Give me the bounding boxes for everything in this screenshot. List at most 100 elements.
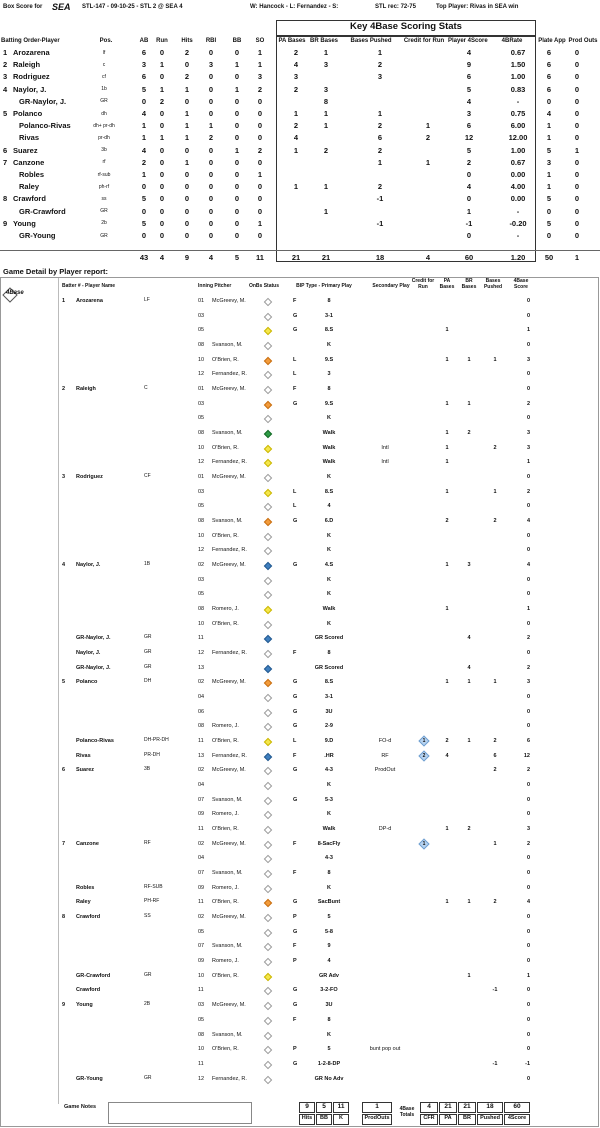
detail-inning: 01 <box>198 298 205 304</box>
detail-pa-bases: 4 <box>445 752 449 759</box>
box-player-name: Raley <box>19 182 40 192</box>
detail-player-pos: LF <box>144 297 150 303</box>
box-cell-rate: 0.75 <box>510 109 526 118</box>
batting-order-number: 5 <box>3 109 8 118</box>
box-col-header: Plate App <box>538 38 566 44</box>
box-player-name: Arozarena <box>13 48 50 57</box>
detail-col-header: Credit for Run <box>411 278 435 290</box>
label-bb: BB <box>316 1114 332 1125</box>
box-cell-rbi: 0 <box>208 170 214 179</box>
detail-pa-bases: 1 <box>445 327 449 334</box>
detail-inning: 05 <box>198 1016 205 1023</box>
box-cell-h: 2 <box>184 72 190 82</box>
box-total-bp: 18 <box>375 253 385 262</box>
detail-inning: 03 <box>198 576 205 583</box>
box-cell-so: 0 <box>257 182 263 192</box>
detail-primary-play: 5-3 <box>325 796 333 803</box>
box-cell-rate: 0.00 <box>510 170 526 179</box>
box-cell-pa: 4 <box>293 133 299 143</box>
detail-pa-bases: 2 <box>445 518 449 525</box>
detail-inning: 05 <box>198 327 205 334</box>
detail-inning: 06 <box>198 708 205 715</box>
box-cell-ab: 4 <box>141 145 147 155</box>
box-cell-br: 1 <box>323 109 329 118</box>
detail-inning: 04 <box>198 694 205 701</box>
box-cell-so: 0 <box>257 133 263 143</box>
detail-primary-play: K <box>327 1031 331 1038</box>
detail-player-pos: GR <box>144 649 152 656</box>
box-cell-app: 4 <box>546 109 552 118</box>
detail-4base-score: 0 <box>526 386 530 393</box>
box-cell-app: 6 <box>546 84 552 94</box>
detail-br-bases: 1 <box>467 400 471 407</box>
box-cell-r: 0 <box>159 109 165 118</box>
detail-4base-score: 0 <box>526 958 530 965</box>
detail-player-name: Arozarena <box>76 298 103 304</box>
box-cell-ab: 6 <box>141 48 147 57</box>
detail-batter-number: 7 <box>62 840 66 847</box>
detail-primary-play: K <box>327 576 331 583</box>
detail-col-header: BR Bases <box>461 278 477 290</box>
game-notes-field[interactable] <box>108 1102 252 1124</box>
detail-player-name: Young <box>76 1002 93 1009</box>
box-cell-bb: 0 <box>234 48 240 57</box>
detail-player-name: Robles <box>76 884 95 891</box>
detail-pitcher: O'Brien, R. <box>212 532 239 539</box>
detail-inning: 02 <box>198 914 205 921</box>
detail-bip-type: G <box>293 562 298 569</box>
detail-4base-score: 0 <box>526 298 530 304</box>
box-cell-ab: 4 <box>141 109 147 118</box>
team-name: SEA <box>52 2 71 12</box>
box-cell-r: 1 <box>159 60 165 70</box>
detail-pitcher: Fernandez, R. <box>212 650 247 657</box>
detail-primary-play: 8.S <box>324 327 334 334</box>
detail-primary-play: 4 <box>327 503 331 510</box>
box-total-so: 11 <box>256 253 264 262</box>
box-cell-rate: 0.83 <box>510 84 526 94</box>
detail-br-bases: 3 <box>467 562 471 569</box>
box-cell-so: 0 <box>257 206 263 216</box>
box-cell-h: 1 <box>184 157 190 167</box>
detail-pitcher: McGreevy, M. <box>212 767 246 774</box>
detail-4base-score: 0 <box>526 371 530 378</box>
detail-4base-score: 2 <box>526 400 530 407</box>
batting-order-number: 4 <box>3 84 8 94</box>
box-total-r: 4 <box>159 253 165 262</box>
box-cell-bb: 0 <box>234 96 240 106</box>
detail-inning: 05 <box>198 928 205 935</box>
box-cell-pa: 2 <box>293 121 299 131</box>
box-cell-bp: 1 <box>377 157 383 167</box>
detail-bip-type: F <box>293 650 297 657</box>
detail-4base-score: 0 <box>526 708 530 715</box>
box-cell-ab: 5 <box>141 84 147 94</box>
box-cell-r: 0 <box>159 157 165 167</box>
detail-4base-score: 3 <box>526 826 530 833</box>
detail-col-header: Inning Pitcher <box>198 283 232 289</box>
detail-bip-type: G <box>293 1060 298 1067</box>
box-cell-po: 0 <box>574 194 580 204</box>
box-col-header: Prod Outs <box>568 38 598 44</box>
detail-primary-play: 8 <box>327 1016 331 1023</box>
detail-secondary-play: ProdOut <box>374 767 396 774</box>
detail-4base-score: 3 <box>526 444 530 451</box>
detail-inning: 02 <box>198 562 205 569</box>
detail-inning: 12 <box>198 650 205 657</box>
detail-primary-play: 9.S <box>324 400 334 407</box>
detail-inning: 02 <box>198 679 205 686</box>
box-player-pos: dh <box>101 110 107 117</box>
detail-br-bases: 1 <box>467 356 471 363</box>
box-cell-pa: 1 <box>293 145 299 155</box>
box-cell-po: 0 <box>574 96 580 106</box>
detail-bases-pushed: -1 <box>492 987 498 994</box>
detail-primary-play: 3-1 <box>325 312 333 319</box>
box-cell-app: 1 <box>546 133 552 143</box>
detail-pitcher: O'Brien, R. <box>212 444 239 451</box>
detail-primary-play: 3U <box>325 708 333 715</box>
detail-primary-play: K <box>327 811 331 818</box>
detail-4base-score: 12 <box>523 752 530 759</box>
detail-4base-score: 2 <box>526 840 530 847</box>
box-cell-bb: 0 <box>234 231 240 240</box>
detail-4base-score: 4 <box>526 562 530 569</box>
detail-pa-bases: 1 <box>445 356 449 363</box>
detail-player-name: GR-Naylor, J. <box>76 635 111 642</box>
